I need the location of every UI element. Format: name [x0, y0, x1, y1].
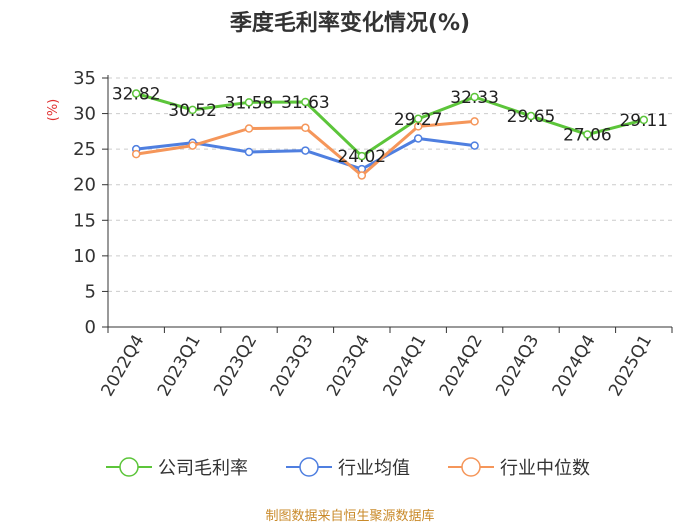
x-tick-label: 2024Q3 — [492, 332, 543, 400]
series-group — [131, 117, 479, 180]
data-point — [470, 141, 479, 150]
legend: 公司毛利率 行业均值 行业中位数 — [106, 457, 590, 479]
legend-label: 公司毛利率 — [158, 458, 248, 479]
data-point — [470, 92, 479, 102]
x-tick-label: 2023Q4 — [323, 332, 374, 400]
y-tick-label: 0 — [85, 317, 96, 338]
data-point — [131, 149, 141, 159]
data-label: 32.82 — [112, 85, 161, 105]
y-tick-label: 10 — [73, 246, 96, 267]
data-point — [413, 134, 423, 143]
data-label: 29.11 — [619, 111, 668, 131]
x-tick-label: 2023Q3 — [267, 332, 318, 400]
data-point — [244, 147, 254, 157]
x-tick-label: 2022Q4 — [97, 332, 148, 400]
x-tick-label: 2023Q2 — [210, 332, 261, 400]
data-point — [526, 111, 536, 121]
y-axis-label: (%) — [46, 99, 61, 122]
y-tick-label: 20 — [73, 175, 96, 196]
legend-marker — [119, 457, 139, 477]
data-point — [357, 171, 367, 180]
legend-item[interactable]: 行业均值 — [286, 457, 410, 479]
data-point — [357, 151, 367, 161]
data-point — [188, 141, 197, 150]
y-tick-label: 5 — [85, 281, 96, 302]
data-point — [244, 98, 254, 107]
data-point — [413, 114, 423, 124]
x-tick-label: 2025Q1 — [605, 332, 656, 400]
x-tick-label: 2024Q1 — [379, 332, 430, 400]
legend-label: 行业中位数 — [500, 458, 590, 479]
data-label: 24.02 — [337, 147, 386, 167]
x-tick-label: 2024Q2 — [436, 331, 487, 399]
y-tick-label: 25 — [73, 139, 96, 160]
legend-item[interactable]: 行业中位数 — [448, 457, 590, 479]
data-point — [188, 105, 197, 115]
data-point — [301, 97, 310, 107]
series-group — [131, 134, 479, 174]
data-point — [639, 115, 649, 125]
legend-marker — [461, 457, 481, 477]
series-line — [135, 92, 645, 158]
y-tick-label: 35 — [73, 68, 96, 89]
series-layer — [131, 89, 649, 180]
legend-label: 行业均值 — [338, 458, 410, 479]
source-note: 制图数据来自恒生聚源数据库 — [265, 508, 434, 524]
data-point — [470, 117, 479, 126]
legend-item[interactable]: 公司毛利率 — [106, 457, 248, 479]
data-point — [244, 124, 254, 133]
data-label: 30.52 — [168, 101, 217, 121]
y-tick-label: 15 — [73, 210, 96, 231]
legend-marker — [299, 457, 319, 477]
data-point — [301, 146, 310, 155]
x-tick-label: 2024Q4 — [549, 332, 600, 400]
data-label: 31.58 — [225, 93, 274, 113]
data-label: 29.65 — [507, 107, 556, 127]
data-label: 27.06 — [563, 125, 612, 145]
chart-title: 季度毛利率变化情况(%) — [230, 10, 470, 36]
data-label: 32.33 — [450, 88, 499, 108]
data-label: 29.27 — [394, 110, 443, 130]
x-tick-label: 2023Q1 — [154, 332, 205, 400]
y-tick-label: 30 — [73, 104, 96, 125]
data-label-layer: 32.82 30.52 31.58 31.63 24.02 29.27 32.33 29.65… — [112, 85, 668, 168]
data-label: 31.63 — [281, 93, 330, 113]
data-point — [583, 130, 592, 139]
data-point — [301, 123, 310, 133]
data-point — [131, 89, 141, 98]
series-group — [131, 89, 649, 161]
